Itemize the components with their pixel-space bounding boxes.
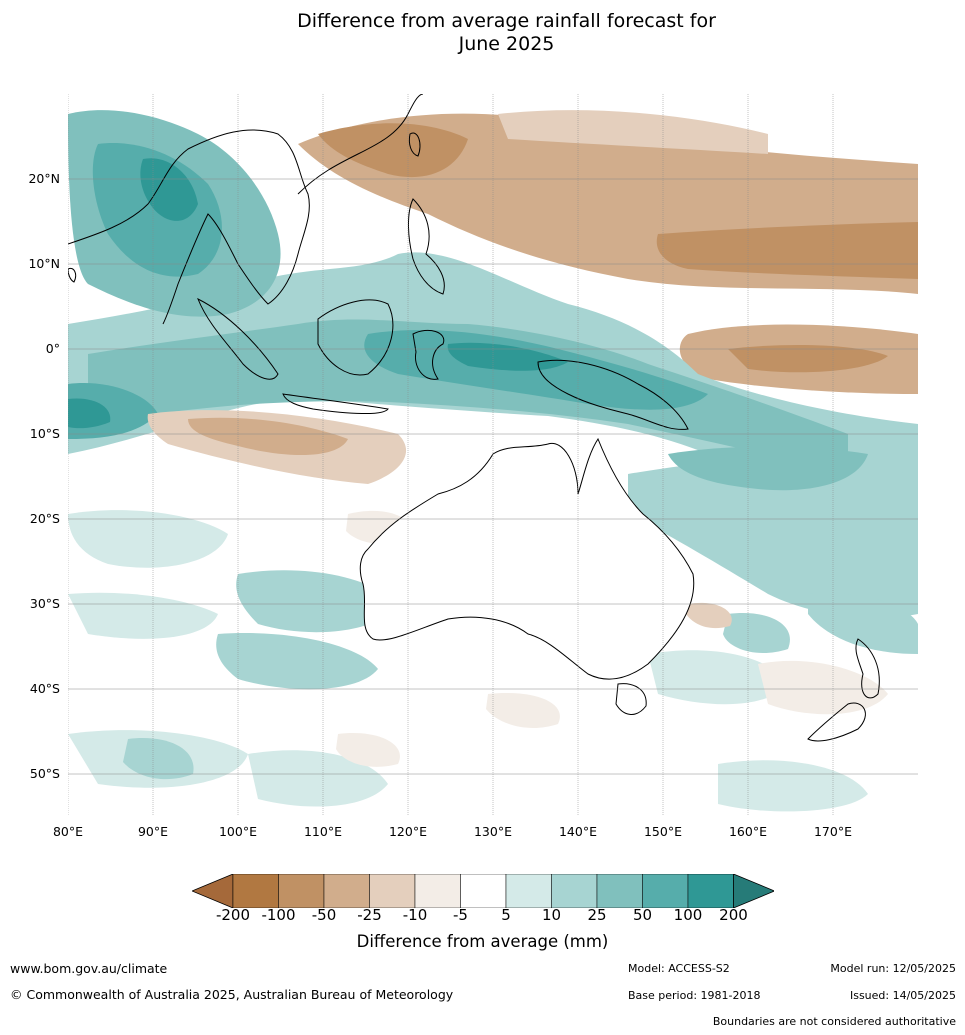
colorbar-tick-label: -50	[311, 906, 337, 924]
wet-patch-southern-8	[648, 650, 788, 705]
website-link[interactable]: www.bom.gov.au/climate	[10, 961, 168, 976]
colorbar-cell	[596, 874, 643, 908]
lat-label-40s: 40°S	[29, 681, 60, 696]
colorbar-cell	[323, 874, 370, 908]
wet-patch-southern-10	[718, 760, 868, 812]
new-zealand-south	[807, 702, 866, 742]
asia-coastline	[68, 129, 310, 325]
colorbar-tick-label: -10	[402, 906, 428, 924]
colorbar-tick-label: 25	[587, 906, 607, 924]
lon-label-100e: 100°E	[218, 824, 257, 839]
wet-region-coral-sea	[628, 454, 918, 618]
lat-label-20n: 20°N	[28, 171, 60, 186]
wet-patch-southern-6	[248, 750, 388, 807]
dry-patch-southern-3	[336, 733, 400, 767]
colorbar-cell	[505, 874, 552, 908]
colorbar-tick-label: -200	[215, 906, 251, 924]
colorbar-tick-label: 100	[673, 906, 703, 924]
rainfall-anomaly-map	[68, 94, 918, 816]
tasmania-land	[615, 683, 647, 715]
dry-band-indian-ocean-core	[188, 417, 348, 456]
wet-patch-southern-4	[216, 633, 378, 690]
colorbar-cell	[551, 874, 598, 908]
borneo-land	[317, 299, 394, 376]
lat-label-20s: 20°S	[29, 511, 60, 526]
colorbar-label: Difference from average (mm)	[356, 932, 609, 951]
map-title: Difference from average rainfall forecas…	[0, 10, 965, 56]
new-guinea-land	[537, 359, 689, 430]
colorbar-cell	[642, 874, 689, 908]
sumatra-land	[197, 297, 279, 380]
issued-text: Issued: 14/05/2025	[849, 989, 956, 1002]
lon-label-120e: 120°E	[388, 824, 427, 839]
lat-label-30s: 30°S	[29, 596, 60, 611]
colorbar-tick-label: 10	[541, 906, 562, 924]
lon-label-130e: 130°E	[473, 824, 512, 839]
lat-label-50s: 50°S	[29, 766, 60, 781]
colorbar-cell	[460, 874, 507, 908]
colorbar-tick-label: -5	[453, 906, 468, 924]
colorbar-cell	[369, 874, 416, 908]
colorbar-tick-label: -25	[357, 906, 382, 924]
philippines-land	[408, 198, 445, 295]
sulawesi-land	[412, 329, 445, 380]
dry-patch-southern-4	[758, 660, 888, 715]
wet-patch-southern-7	[123, 738, 194, 780]
lon-label-150e: 150°E	[643, 824, 682, 839]
colorbar	[192, 874, 774, 908]
lon-label-160e: 160°E	[728, 824, 767, 839]
copyright-text: © Commonwealth of Australia 2025, Austra…	[10, 987, 454, 1002]
lon-label-140e: 140°E	[558, 824, 597, 839]
colorbar-tick-label: 5	[501, 906, 511, 924]
colorbar-arrow-max	[733, 874, 774, 908]
wet-patch-southern-3	[236, 570, 398, 633]
dry-band-north-pacific-core	[656, 222, 918, 279]
colorbar-cell	[414, 874, 461, 908]
lat-label-10s: 10°S	[29, 426, 60, 441]
title-line-2: June 2025	[458, 33, 555, 55]
wet-core-myanmar	[140, 158, 198, 221]
disclaimer-text: Boundaries are not considered authoritat…	[712, 1015, 956, 1028]
colorbar-arrow-min	[192, 874, 234, 908]
base-period-text: Base period: 1981-2018	[628, 989, 761, 1002]
lon-label-110e: 110°E	[303, 824, 342, 839]
lat-label-0: 0°	[45, 341, 60, 356]
title-line-1: Difference from average rainfall forecas…	[297, 10, 716, 32]
colorbar-cell	[232, 874, 279, 908]
wet-patch-southern-9	[723, 613, 790, 654]
australia-land	[359, 437, 695, 680]
colorbar-tick-label: -100	[261, 906, 296, 924]
sri-lanka-land	[68, 267, 77, 283]
wet-patch-southern-11	[808, 593, 918, 654]
dry-patch-southern-2	[486, 693, 560, 729]
longitude-gridlines	[68, 94, 834, 816]
china-coastline	[297, 94, 424, 195]
taiwan-land	[408, 132, 421, 157]
new-zealand-north	[855, 638, 880, 699]
lon-label-170e: 170°E	[813, 824, 852, 839]
lat-label-10n: 10°N	[28, 256, 60, 271]
lon-label-80e: 80°E	[52, 824, 84, 839]
colorbar-tick-label: 200	[719, 906, 748, 924]
wet-region-maritime-mid	[88, 319, 848, 474]
map-canvas	[68, 94, 918, 816]
model-text: Model: ACCESS-S2	[628, 962, 730, 975]
colorbar-cell	[687, 874, 734, 908]
wet-patch-southern-1	[68, 510, 228, 568]
colorbar-cell	[278, 874, 325, 908]
wet-region-coral-sea-mid	[668, 446, 868, 491]
dry-patch-southern-5	[686, 602, 732, 629]
colorbar-tick-label: 50	[632, 906, 653, 924]
dry-patch-north-pacific-light	[498, 110, 768, 154]
dry-band-china-core	[318, 123, 468, 178]
lon-label-90e: 90°E	[137, 824, 169, 839]
java-land	[282, 393, 389, 415]
wet-patch-west-indian-core	[68, 398, 111, 429]
model-run-text: Model run: 12/05/2025	[830, 962, 956, 975]
dry-patch-central-pacific-core	[728, 344, 888, 373]
